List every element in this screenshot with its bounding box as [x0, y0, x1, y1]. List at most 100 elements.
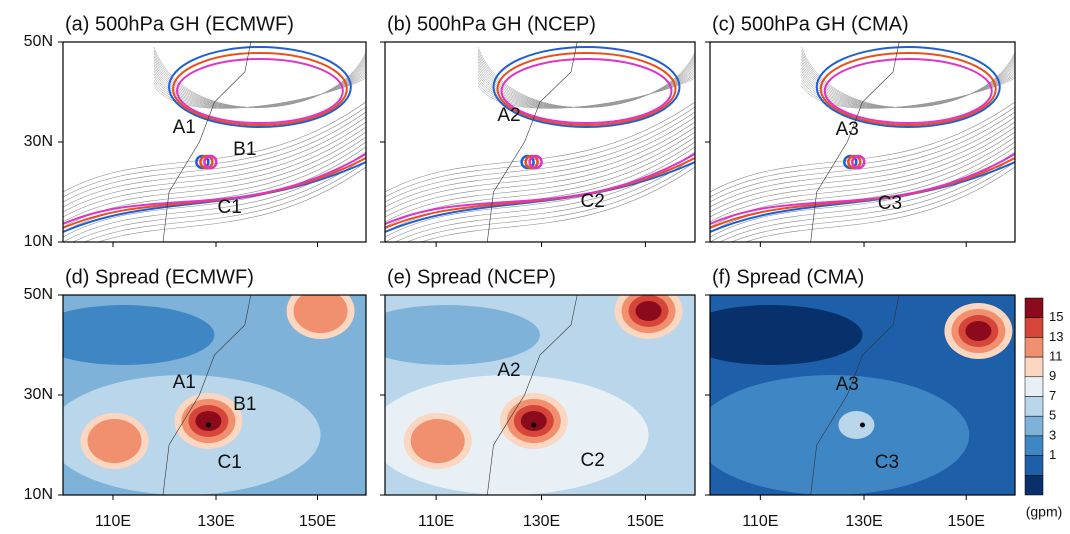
colorbar-label: 9: [1049, 368, 1056, 383]
colorbar-label: 5: [1049, 408, 1056, 423]
spread-blob: [520, 411, 547, 431]
region-label: A3: [836, 119, 859, 140]
contour: [477, 77, 695, 109]
lon-label: 150E: [627, 513, 664, 530]
panel-title: (f) Spread (CMA): [712, 266, 864, 288]
lon-label: 150E: [948, 513, 985, 530]
region-label: A1: [173, 117, 196, 138]
map-content: [710, 42, 1015, 242]
contour: [63, 126, 366, 218]
contour-line: [385, 161, 695, 233]
coastline: [487, 295, 578, 495]
contour-loop: [172, 52, 348, 126]
contour-line: [63, 157, 366, 229]
contour-loop: [176, 58, 344, 124]
colorbar-swatch: [1024, 475, 1044, 496]
contour-loop: [168, 46, 352, 128]
colorbar-label: 3: [1049, 427, 1056, 442]
coastline: [162, 42, 252, 242]
region-label: A3: [836, 374, 859, 395]
contour: [63, 106, 366, 198]
coastline: [162, 295, 252, 495]
map-panel: (f) Spread (CMA) A3 C3 110E 130E 150E: [705, 266, 1016, 530]
region-label: A2: [497, 360, 520, 381]
colorbar-swatch: [1024, 435, 1044, 456]
colorbar-swatch: [1024, 356, 1044, 378]
contour: [710, 121, 1015, 213]
lat-label: 10N: [24, 486, 53, 503]
contour: [385, 121, 695, 213]
contour: [385, 101, 695, 193]
contour: [385, 116, 695, 208]
colorbar-label: 7: [1049, 388, 1056, 403]
center-dot: [205, 422, 211, 428]
contour: [63, 116, 366, 208]
center-marker: [203, 154, 218, 170]
contour: [63, 121, 366, 213]
coastline: [487, 42, 578, 242]
lat-label: 10N: [24, 233, 53, 250]
contour: [72, 156, 366, 242]
map-content: [63, 42, 366, 242]
region-label: C2: [581, 191, 605, 212]
contour: [83, 161, 366, 242]
colorbar-swatch: [1024, 376, 1044, 397]
map-panel: (e) Spread (NCEP) A2 C2 110E 130E 150E: [380, 266, 696, 530]
colorbar-swatch: [1024, 337, 1044, 358]
contour: [710, 131, 1015, 223]
center-marker: [528, 154, 543, 170]
colorbar-label: 1: [1049, 447, 1056, 462]
contour: [385, 106, 695, 198]
center-marker: [851, 154, 866, 170]
contour: [710, 106, 1015, 198]
contour: [63, 111, 366, 203]
contour-line: [63, 153, 366, 225]
colorbar-swatch: [1024, 415, 1044, 437]
lon-label: 130E: [197, 513, 234, 530]
contour: [385, 146, 695, 238]
contour-line: [385, 157, 695, 229]
contour: [385, 111, 695, 203]
map-content: [710, 295, 1015, 495]
map-content: [385, 42, 695, 242]
lon-label: 150E: [299, 513, 336, 530]
spread-blob: [87, 419, 142, 463]
contour-line: [63, 161, 366, 233]
contour: [63, 146, 366, 238]
colorbar-swatch: [1024, 317, 1044, 338]
contour-line: [710, 157, 1015, 229]
contour: [63, 131, 366, 223]
contour: [63, 101, 366, 193]
panel-title: (a) 500hPa GH (ECMWF): [65, 13, 294, 35]
region-label: C3: [878, 193, 902, 214]
lon-label: 110E: [95, 513, 131, 530]
contour-line: [385, 153, 695, 225]
map-content: [63, 295, 366, 495]
contour: [710, 126, 1015, 218]
lon-label: 110E: [418, 513, 454, 530]
colorbar: 15 13 11 9 7 5 3 1 (gpm): [1024, 297, 1063, 520]
coastline: [810, 295, 900, 495]
panel-title: (b) 500hPa GH (NCEP): [387, 13, 596, 35]
lat-label: 50N: [24, 33, 53, 50]
region-label: B1: [233, 394, 256, 415]
center-dot: [531, 422, 537, 428]
contour: [406, 161, 695, 242]
region-label: A1: [173, 372, 196, 393]
contour-loop: [823, 58, 993, 124]
lon-label: 130E: [845, 513, 882, 530]
spread-area: [63, 305, 215, 365]
contour-line: [710, 161, 1015, 233]
panel-title: (d) Spread (ECMWF): [65, 266, 254, 288]
colorbar-label: 13: [1049, 329, 1063, 344]
panel-title: (c) 500hPa GH (CMA): [712, 13, 909, 35]
lat-label: 30N: [24, 133, 53, 150]
map-content: [385, 295, 695, 495]
spread-area: [710, 305, 863, 365]
colorbar-label: 11: [1049, 349, 1063, 364]
spread-blob: [195, 411, 222, 431]
contour: [719, 156, 1015, 242]
lat-label: 30N: [24, 386, 53, 403]
region-label: B1: [233, 139, 256, 160]
map-bg: [63, 42, 366, 242]
